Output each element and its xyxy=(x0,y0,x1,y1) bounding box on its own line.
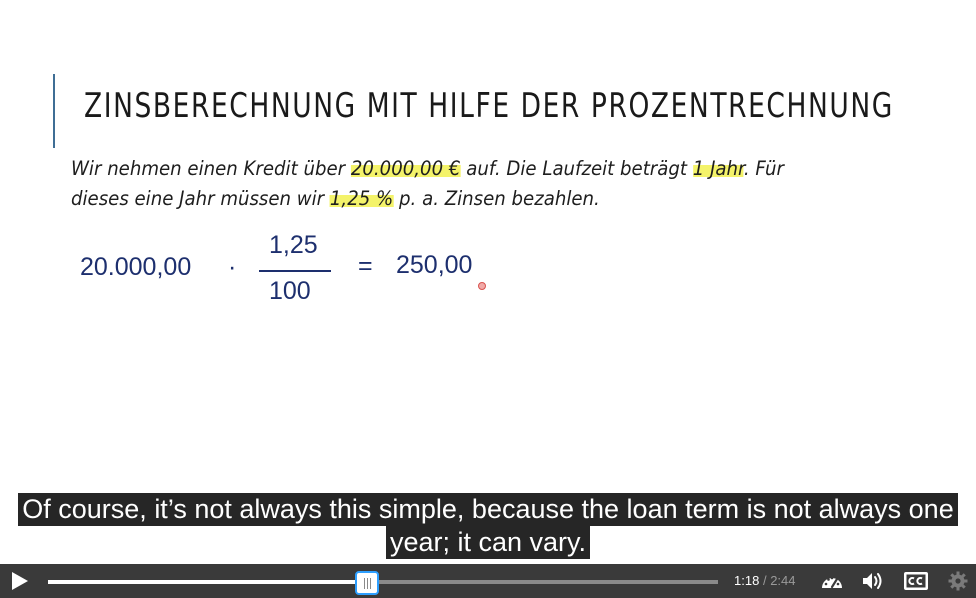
captions-area: Of course, it’s not always this simple, … xyxy=(0,493,976,559)
volume-button[interactable] xyxy=(861,570,885,592)
formula-principal: 20.000,00 xyxy=(80,253,192,281)
slide-text-line-2: dieses eine Jahr müssen wir 1,25 % p. a.… xyxy=(71,184,852,214)
cc-icon xyxy=(904,572,928,590)
slide-body-text: Wir nehmen einen Kredit über 20.000,00 €… xyxy=(71,154,852,214)
highlight-rate: 1,25 % xyxy=(329,187,394,210)
play-button[interactable] xyxy=(6,568,32,594)
text-segment: p. a. Zinsen bezahlen. xyxy=(393,187,600,210)
title-accent-bar xyxy=(53,74,55,148)
current-time: 1:18 xyxy=(734,573,760,588)
progress-played xyxy=(48,580,367,584)
control-bar: 1:18 / 2:44 xyxy=(0,564,976,598)
caption-line-2: year; it can vary. xyxy=(385,526,591,559)
play-icon xyxy=(12,572,28,590)
text-segment: dieses eine Jahr müssen wir xyxy=(71,187,330,210)
duration: 2:44 xyxy=(770,573,796,588)
text-segment: auf. Die Laufzeit beträgt xyxy=(460,157,693,180)
slide-text-line-1: Wir nehmen einen Kredit über 20.000,00 €… xyxy=(71,154,852,184)
caption-line-1: Of course, it’s not always this simple, … xyxy=(18,493,958,526)
highlight-term: 1 Jahr xyxy=(692,157,744,180)
formula-multiply-dot: · xyxy=(228,253,237,281)
settings-button[interactable] xyxy=(946,570,970,592)
slide-title: ZINSBERECHNUNG MIT HILFE DER PROZENTRECH… xyxy=(84,86,894,126)
time-display: 1:18 / 2:44 xyxy=(734,573,796,588)
progress-bar[interactable] xyxy=(48,580,718,584)
speed-gauge-icon xyxy=(822,576,842,589)
playback-speed-button[interactable] xyxy=(820,570,844,592)
grip-icon xyxy=(363,578,371,589)
highlight-amount: 20.000,00 € xyxy=(350,157,461,180)
formula-denominator: 100 xyxy=(269,277,311,305)
volume-icon xyxy=(863,573,882,589)
formula-equals: = xyxy=(358,252,373,280)
text-segment: . Für xyxy=(743,157,785,180)
formula-result: 250,00 xyxy=(396,251,473,279)
fraction-bar xyxy=(259,270,331,272)
text-segment: Wir nehmen einen Kredit über xyxy=(71,157,351,180)
pointer-dot xyxy=(478,282,486,290)
gear-icon xyxy=(948,571,968,591)
captions-button[interactable] xyxy=(903,570,928,592)
formula-numerator: 1,25 xyxy=(269,231,318,259)
time-separator: / xyxy=(762,573,767,588)
scrub-handle[interactable] xyxy=(354,571,379,595)
